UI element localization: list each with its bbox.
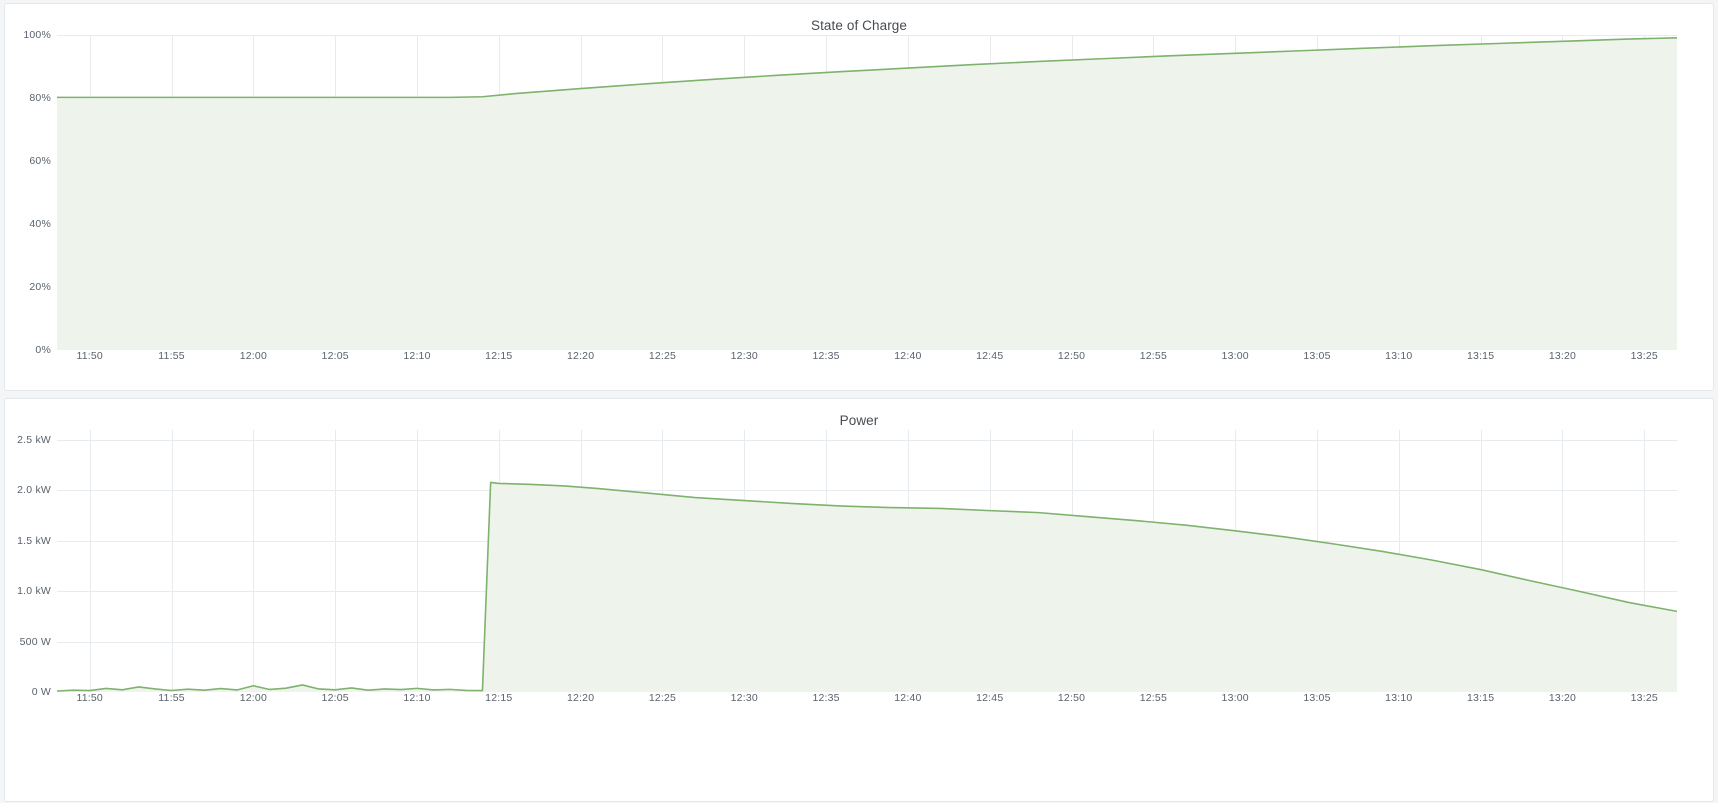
x-tick-label: 12:00	[239, 350, 267, 362]
x-tick-label: 12:20	[566, 350, 595, 362]
y-tick-label: 0%	[35, 344, 51, 356]
y-tick-label: 60%	[29, 155, 51, 167]
x-tick-label: 12:30	[730, 350, 758, 362]
x-tick-label: 12:25	[648, 350, 677, 362]
x-tick-label: 13:05	[1303, 692, 1331, 704]
panel-state-of-charge: State of Charge 0% 20% 40% 60% 80% 100% 11:50…	[4, 3, 1714, 391]
x-tick-label: 12:40	[894, 350, 922, 362]
x-tick-label: 12:55	[1139, 350, 1167, 362]
plot-area-power[interactable]	[57, 430, 1677, 692]
x-tick-label: 12:50	[1057, 692, 1086, 704]
panel-power: Power 0 W 500 W 1.0 kW 1.5 kW 2.0 kW 2.5 kW 1…	[4, 398, 1714, 802]
series-line-state-of-charge[interactable]	[57, 37, 1677, 99]
x-tick-label: 13:05	[1303, 350, 1331, 362]
x-tick-label: 12:30	[730, 692, 758, 704]
plot-state-of-charge: 0% 20% 40% 60% 80% 100% 11:50 11:55 12:00 12:05 1…	[5, 29, 1713, 380]
x-axis-labels-state-of-charge: 11:50 11:55 12:00 12:05 12:10 12:15 12:20 12:25…	[57, 350, 1677, 370]
y-tick-label: 2.5 kW	[17, 434, 51, 447]
x-tick-label: 12:15	[485, 350, 513, 362]
x-tick-label: 12:50	[1057, 350, 1086, 362]
y-tick-label: 1.0 kW	[17, 585, 51, 598]
x-tick-label: 13:20	[1548, 350, 1577, 362]
x-axis-labels-power: 11:50 11:55 12:00 12:05 12:10 12:15 12:20 12:25…	[57, 692, 1677, 712]
y-tick-label: 1.5 kW	[17, 534, 51, 547]
x-tick-label: 13:10	[1385, 692, 1413, 704]
x-tick-label: 11:50	[76, 692, 103, 704]
x-tick-label: 11:50	[76, 350, 103, 362]
plot-power: 0 W 500 W 1.0 kW 1.5 kW 2.0 kW 2.5 kW 11:50 11…	[5, 430, 1713, 798]
x-tick-label: 12:45	[976, 350, 1004, 362]
x-tick-label: 12:40	[894, 692, 922, 704]
y-tick-label: 20%	[29, 281, 51, 293]
y-tick-label: 0 W	[31, 686, 51, 698]
x-tick-label: 13:25	[1630, 350, 1658, 362]
plot-area-state-of-charge[interactable]	[57, 35, 1677, 350]
panel-title-power: Power	[839, 413, 879, 428]
y-tick-label: 80%	[29, 92, 51, 104]
x-tick-label: 12:20	[566, 692, 595, 704]
x-tick-label: 12:05	[321, 350, 349, 362]
y-tick-label: 500 W	[19, 635, 51, 648]
panel-title-state-of-charge: State of Charge	[810, 18, 908, 33]
chart-svg	[57, 430, 1677, 692]
y-tick-label: 2.0 kW	[17, 484, 51, 497]
x-tick-label: 12:45	[976, 692, 1004, 704]
x-tick-label: 13:00	[1221, 692, 1249, 704]
x-tick-label: 13:10	[1385, 350, 1413, 362]
y-tick-label: 40%	[29, 218, 51, 230]
x-tick-label: 12:25	[648, 692, 677, 704]
chart-svg	[57, 35, 1677, 350]
x-tick-label: 12:00	[239, 692, 267, 704]
x-tick-label: 12:15	[485, 692, 513, 704]
x-tick-label: 13:25	[1630, 692, 1658, 704]
x-tick-label: 11:55	[158, 692, 185, 704]
series-area-power	[57, 482, 1677, 692]
x-tick-label: 12:10	[403, 692, 431, 704]
x-tick-label: 13:15	[1466, 692, 1495, 704]
x-tick-label: 13:20	[1548, 692, 1577, 704]
x-tick-label: 11:55	[158, 350, 185, 362]
x-tick-label: 12:35	[812, 350, 840, 362]
x-tick-label: 13:00	[1221, 350, 1249, 362]
y-tick-label: 100%	[23, 29, 51, 41]
y-axis-labels-state-of-charge: 0% 20% 40% 60% 80% 100%	[5, 29, 57, 380]
series-area-state-of-charge	[57, 37, 1677, 350]
x-tick-label: 13:15	[1466, 350, 1495, 362]
x-tick-label: 12:10	[403, 350, 431, 362]
y-axis-labels-power: 0 W 500 W 1.0 kW 1.5 kW 2.0 kW 2.5 kW	[5, 430, 57, 798]
x-tick-label: 12:35	[812, 692, 840, 704]
x-tick-label: 12:05	[321, 692, 349, 704]
x-tick-label: 12:55	[1139, 692, 1167, 704]
series-line-power[interactable]	[57, 481, 1677, 692]
